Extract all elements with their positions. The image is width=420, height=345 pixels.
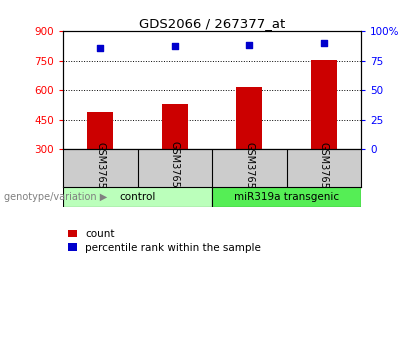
Point xyxy=(320,40,327,46)
Text: GSM37651: GSM37651 xyxy=(95,141,105,195)
Point xyxy=(97,45,104,50)
Bar xyxy=(236,87,262,149)
Title: GDS2066 / 267377_at: GDS2066 / 267377_at xyxy=(139,17,285,30)
Text: control: control xyxy=(119,192,156,202)
Bar xyxy=(63,187,212,207)
Text: GSM37652: GSM37652 xyxy=(170,141,180,195)
Text: genotype/variation ▶: genotype/variation ▶ xyxy=(4,192,108,202)
Bar xyxy=(311,60,337,149)
Bar xyxy=(87,112,113,149)
Point xyxy=(171,43,178,49)
Bar xyxy=(162,104,188,149)
Legend: count, percentile rank within the sample: count, percentile rank within the sample xyxy=(68,229,261,253)
Bar xyxy=(212,187,361,207)
Point xyxy=(246,42,253,48)
Text: GSM37653: GSM37653 xyxy=(244,141,255,195)
Text: miR319a transgenic: miR319a transgenic xyxy=(234,192,339,202)
Text: GSM37654: GSM37654 xyxy=(319,141,329,195)
